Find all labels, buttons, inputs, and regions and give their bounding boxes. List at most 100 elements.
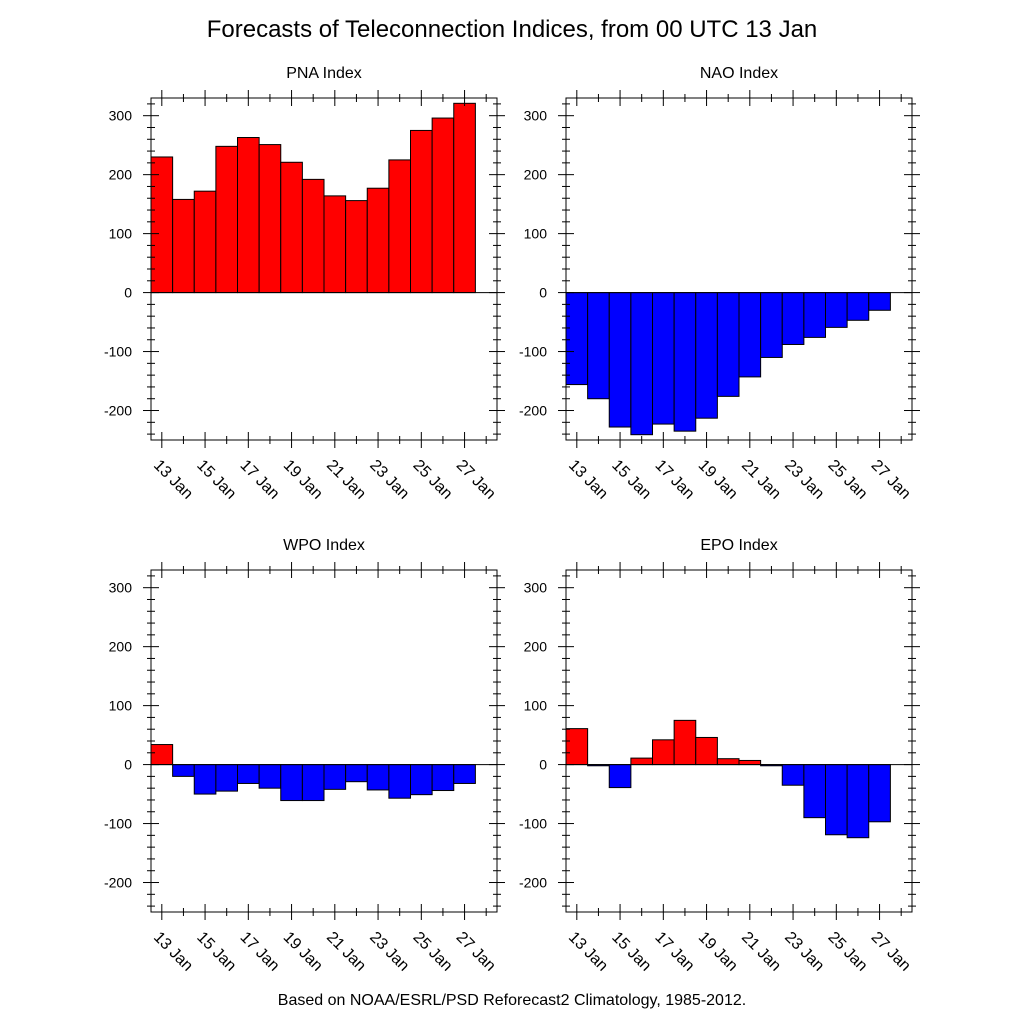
bar (431, 117, 455, 294)
x-tick-label: 19 Jan (280, 929, 326, 975)
x-tick-label: 17 Jan (651, 457, 697, 503)
x-tick-label: 19 Jan (695, 457, 741, 503)
y-tick-label: 300 (109, 580, 133, 596)
bar (716, 292, 740, 397)
x-tick-label: 23 Jan (781, 929, 827, 975)
figure-title: Forecasts of Teleconnection Indices, fro… (206, 16, 818, 43)
bar (738, 292, 762, 378)
bar (345, 764, 368, 783)
bar (172, 764, 195, 777)
bar (301, 178, 325, 294)
bar (716, 758, 740, 766)
bar (172, 198, 195, 294)
bar (431, 764, 455, 792)
bar (345, 200, 368, 294)
x-tick-label: 17 Jan (236, 457, 282, 503)
x-tick-label: 25 Jan (409, 929, 455, 975)
bar (237, 764, 260, 784)
y-tick-label: -100 (519, 344, 547, 360)
footer-note: Based on NOAA/ESRL/PSD Reforecast2 Clima… (277, 992, 747, 1009)
x-tick-label: 25 Jan (824, 929, 870, 975)
y-tick-label: 100 (109, 698, 133, 714)
x-tick-label: 27 Jan (868, 929, 914, 975)
bar (630, 292, 654, 436)
bar (608, 764, 632, 789)
x-tick-label: 27 Jan (453, 929, 499, 975)
y-tick-label: -100 (519, 816, 547, 832)
panel-title: NAO Index (700, 65, 778, 82)
bar (652, 292, 675, 425)
y-tick-label: -200 (519, 875, 547, 891)
x-tick-label: 21 Jan (323, 929, 369, 975)
plot-frame (565, 569, 913, 913)
bar (695, 292, 718, 419)
x-tick-label: 25 Jan (409, 457, 455, 503)
bar (150, 744, 174, 766)
y-tick-label: -200 (104, 403, 132, 419)
x-tick-label: 21 Jan (738, 929, 784, 975)
y-tick-label: 0 (124, 285, 132, 301)
bar (652, 739, 675, 766)
x-tick-label: 17 Jan (236, 929, 282, 975)
bar (803, 292, 827, 338)
bar (868, 764, 891, 823)
x-tick-label: 15 Jan (608, 457, 654, 503)
bar (323, 195, 347, 294)
y-tick-label: 200 (109, 167, 133, 183)
x-tick-label: 25 Jan (824, 457, 870, 503)
y-tick-label: 100 (109, 226, 133, 242)
x-tick-label: 17 Jan (651, 929, 697, 975)
bar (565, 292, 589, 386)
panel-title: PNA Index (286, 65, 362, 82)
bar (781, 292, 805, 345)
bar (565, 728, 589, 766)
bar (825, 764, 848, 836)
bar (215, 145, 239, 294)
x-tick-label: 15 Jan (193, 457, 239, 503)
bar (846, 292, 870, 321)
x-tick-label: 23 Jan (781, 457, 827, 503)
y-tick-label: 0 (539, 285, 547, 301)
bar (388, 159, 412, 294)
bar (193, 190, 217, 294)
bar (453, 102, 476, 294)
x-tick-label: 13 Jan (565, 929, 611, 975)
x-tick-label: 13 Jan (565, 457, 611, 503)
bar (608, 292, 632, 428)
x-tick-label: 21 Jan (323, 457, 369, 503)
y-tick-label: -200 (519, 403, 547, 419)
x-tick-label: 13 Jan (150, 929, 196, 975)
x-tick-label: 23 Jan (366, 457, 412, 503)
y-tick-label: 200 (524, 167, 548, 183)
bar (366, 187, 390, 294)
bar (846, 764, 870, 839)
bar (215, 764, 239, 792)
bar (587, 292, 610, 400)
x-tick-label: 13 Jan (150, 457, 196, 503)
x-tick-label: 19 Jan (695, 929, 741, 975)
bar (237, 137, 260, 294)
bar (825, 292, 848, 328)
y-tick-label: 200 (524, 639, 548, 655)
bar (803, 764, 827, 819)
bar (150, 156, 174, 294)
bar (673, 719, 697, 766)
bar (193, 764, 217, 795)
bar (280, 161, 303, 294)
bar (323, 764, 347, 790)
y-tick-label: 100 (524, 698, 548, 714)
plot-frame (150, 569, 498, 913)
bar (258, 764, 282, 789)
y-tick-label: 0 (539, 757, 547, 773)
x-tick-label: 23 Jan (366, 929, 412, 975)
bar (630, 757, 654, 766)
x-tick-label: 15 Jan (608, 929, 654, 975)
y-tick-label: -100 (104, 344, 132, 360)
bar (738, 759, 762, 766)
y-tick-label: -100 (104, 816, 132, 832)
y-tick-label: 0 (124, 757, 132, 773)
